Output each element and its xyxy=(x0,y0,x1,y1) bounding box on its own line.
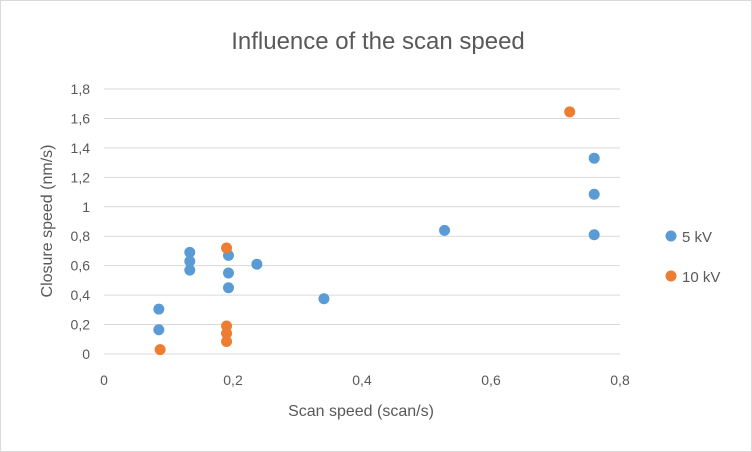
y-tick-label: 0,4 xyxy=(71,287,91,303)
data-point xyxy=(439,224,451,236)
y-tick-label: 1,8 xyxy=(71,81,91,97)
data-point xyxy=(222,282,234,294)
data-points xyxy=(153,106,600,356)
y-tick-label: 0,2 xyxy=(71,317,91,333)
data-point xyxy=(222,267,234,279)
data-point xyxy=(564,106,576,118)
legend-marker xyxy=(665,230,677,242)
x-axis-title: Scan speed (scan/s) xyxy=(288,403,434,420)
x-axis-ticks: 0 0,2 0,4 0,6 0,8 xyxy=(100,372,630,388)
data-point xyxy=(221,327,233,339)
data-point xyxy=(184,255,196,267)
x-tick-label: 0 xyxy=(100,372,108,388)
y-axis-title: Closure speed (nm/s) xyxy=(39,145,56,298)
data-point xyxy=(221,242,233,254)
chart-title: Influence of the scan speed xyxy=(231,28,525,55)
data-point xyxy=(154,344,166,356)
legend-item: 10 kV xyxy=(665,269,720,286)
gridlines xyxy=(104,88,620,355)
x-tick-label: 0,6 xyxy=(481,372,501,388)
x-tick-label: 0,2 xyxy=(223,372,243,388)
data-point xyxy=(588,152,600,164)
x-tick-label: 0,8 xyxy=(610,372,630,388)
y-tick-label: 1,6 xyxy=(71,110,91,126)
y-tick-label: 0,6 xyxy=(71,258,91,274)
legend-label: 10 kV xyxy=(682,269,720,286)
legend-label: 5 kV xyxy=(682,229,712,246)
x-tick-label: 0,4 xyxy=(352,372,372,388)
y-tick-label: 0,8 xyxy=(71,228,91,244)
data-point xyxy=(153,303,165,315)
series-1 xyxy=(154,106,576,356)
legend: 5 kV 10 kV xyxy=(665,229,720,286)
data-point xyxy=(184,264,196,276)
data-point xyxy=(588,229,600,241)
data-point xyxy=(251,258,263,270)
y-tick-label: 1 xyxy=(82,199,90,215)
legend-marker xyxy=(665,270,677,282)
y-tick-label: 1,2 xyxy=(71,169,91,185)
data-point xyxy=(153,324,165,336)
data-point xyxy=(221,335,233,347)
y-tick-label: 0 xyxy=(82,346,90,362)
series-0 xyxy=(153,152,600,336)
y-tick-label: 1,4 xyxy=(71,140,91,156)
data-point xyxy=(318,293,330,305)
data-point xyxy=(588,188,600,200)
legend-item: 5 kV xyxy=(665,229,712,246)
y-axis-ticks: 0 0,2 0,4 0,6 0,8 1 1,2 1,4 1,6 1,8 xyxy=(71,81,91,362)
data-point xyxy=(184,246,196,258)
